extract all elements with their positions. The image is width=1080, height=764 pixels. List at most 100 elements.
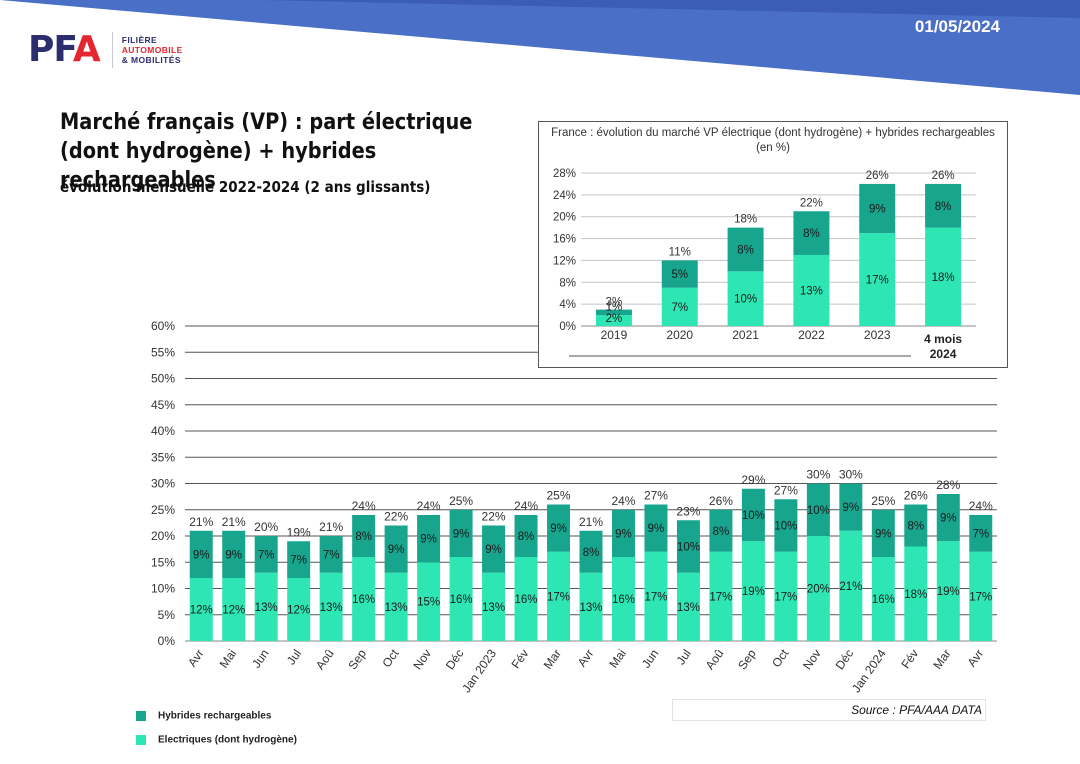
x-tick-label: Oct xyxy=(769,646,792,670)
bar-electric xyxy=(871,557,895,641)
data-label-phev: 7% xyxy=(323,549,340,561)
bar-phev xyxy=(806,483,830,536)
x-tick-label: Sep xyxy=(735,646,759,672)
data-label-phev: 10% xyxy=(774,521,797,533)
logo-mark: PFA xyxy=(28,29,101,70)
y-tick-label: 20% xyxy=(151,529,175,543)
inset-label-electric: 18% xyxy=(932,272,955,284)
inset-bar-phev xyxy=(859,183,896,234)
data-label-phev: 8% xyxy=(907,521,924,533)
bar-electric xyxy=(969,551,993,641)
inset-bar-phev xyxy=(661,260,698,288)
bar-phev xyxy=(936,494,960,542)
inset-bar-phev xyxy=(793,211,830,255)
data-label-total: 23% xyxy=(676,504,700,518)
inset-label-phev: 8% xyxy=(935,201,952,213)
data-label-phev: 9% xyxy=(615,528,632,540)
bar-phev xyxy=(319,536,343,573)
data-label-total: 29% xyxy=(741,473,765,487)
x-tick-label: Fév xyxy=(898,647,921,671)
data-label-electric: 13% xyxy=(482,602,505,614)
inset-label-electric: 13% xyxy=(800,285,823,297)
data-label-total: 22% xyxy=(384,510,408,524)
bar-phev xyxy=(417,515,441,563)
inset-label-electric: 2% xyxy=(606,313,623,325)
inset-bar-electric xyxy=(925,227,962,326)
inset-y-tick-label: 0% xyxy=(559,321,576,333)
pfa-logo: PFA FILIÈRE AUTOMOBILE & MOBILITÉS xyxy=(28,32,183,68)
inset-y-tick-label: 12% xyxy=(553,255,576,267)
report-date: 01/05/2024 xyxy=(914,17,1000,36)
x-tick-label: Aoû xyxy=(703,647,727,673)
data-label-electric: 12% xyxy=(190,605,213,617)
y-tick-label: 10% xyxy=(151,582,175,596)
data-label-phev: 9% xyxy=(453,528,470,540)
data-label-total: 21% xyxy=(579,515,603,529)
data-label-phev: 10% xyxy=(742,510,765,522)
bar-electric xyxy=(482,572,506,641)
inset-label-total: 26% xyxy=(866,170,889,182)
x-tick-label: Déc xyxy=(443,647,467,673)
bar-electric xyxy=(611,557,635,641)
bar-phev xyxy=(352,515,376,557)
inset-y-tick-label: 8% xyxy=(559,277,576,289)
bar-electric xyxy=(319,572,343,641)
data-label-phev: 9% xyxy=(485,544,502,556)
bar-electric xyxy=(709,551,733,641)
data-label-electric: 19% xyxy=(937,586,960,598)
bar-phev xyxy=(904,504,928,547)
data-label-phev: 9% xyxy=(648,523,665,535)
bar-electric xyxy=(904,546,928,641)
inset-x-tick-label: 2021 xyxy=(732,328,759,342)
y-tick-label: 5% xyxy=(158,608,176,622)
data-label-total: 21% xyxy=(319,520,343,534)
bar-electric xyxy=(741,541,765,641)
page-title: Marché français (VP) : part électrique (… xyxy=(60,110,473,193)
inset-x-tick-label: 2020 xyxy=(666,328,693,342)
data-label-total: 25% xyxy=(547,489,571,503)
annual-share-chart: 0% 4% 8% 12% 16% 20% 24% 28% 2%1%3% 2019 7% 5% 11% 20… xyxy=(553,168,976,361)
legend-item-ev: Electriques (dont hydrogène) xyxy=(136,731,297,749)
inset-bar-electric xyxy=(595,315,632,326)
bar-phev xyxy=(482,525,506,573)
inset-y-tick-label: 28% xyxy=(553,168,576,180)
inset-y-tick-label: 4% xyxy=(559,299,576,311)
x-tick-label: Mai xyxy=(217,647,240,671)
inset-bar-electric xyxy=(727,271,764,326)
inset-x-tick-label-line2: 2024 xyxy=(930,347,957,361)
x-tick-label: Jul xyxy=(674,647,694,668)
data-label-phev: 7% xyxy=(972,528,989,540)
inset-label-phev: 1% xyxy=(606,302,623,314)
bar-electric xyxy=(222,578,246,641)
bar-electric xyxy=(676,572,700,641)
bar-electric xyxy=(547,551,571,641)
y-tick-label: 60% xyxy=(151,319,175,333)
bar-phev xyxy=(254,536,278,573)
data-label-electric: 16% xyxy=(612,594,635,606)
inset-x-tick-label: 2019 xyxy=(601,328,628,342)
data-label-phev: 9% xyxy=(550,523,567,535)
bar-phev xyxy=(676,520,700,573)
data-label-phev: 7% xyxy=(290,555,307,567)
data-label-electric: 16% xyxy=(515,594,538,606)
bar-electric xyxy=(287,578,311,641)
legend-item-phev: Hybrides rechargeables xyxy=(136,707,271,725)
inset-label-phev: 8% xyxy=(737,245,754,257)
data-label-electric: 18% xyxy=(904,589,927,601)
data-label-total: 22% xyxy=(482,510,506,524)
bar-electric xyxy=(449,557,473,641)
data-label-total: 30% xyxy=(839,468,863,482)
inset-label-total: 22% xyxy=(800,197,823,209)
inset-label-electric: 10% xyxy=(734,294,757,306)
bar-phev xyxy=(611,509,635,557)
x-tick-label: Avr xyxy=(965,647,987,670)
data-label-total: 24% xyxy=(514,499,538,513)
data-label-total: 27% xyxy=(774,483,798,497)
bar-electric xyxy=(417,562,441,641)
bar-phev xyxy=(189,530,213,578)
y-tick-label: 45% xyxy=(151,398,175,412)
legend-swatch-ev xyxy=(136,734,146,745)
x-tick-label: Jan 2023 xyxy=(459,646,499,695)
data-label-electric: 17% xyxy=(644,591,667,603)
data-label-electric: 16% xyxy=(450,594,473,606)
